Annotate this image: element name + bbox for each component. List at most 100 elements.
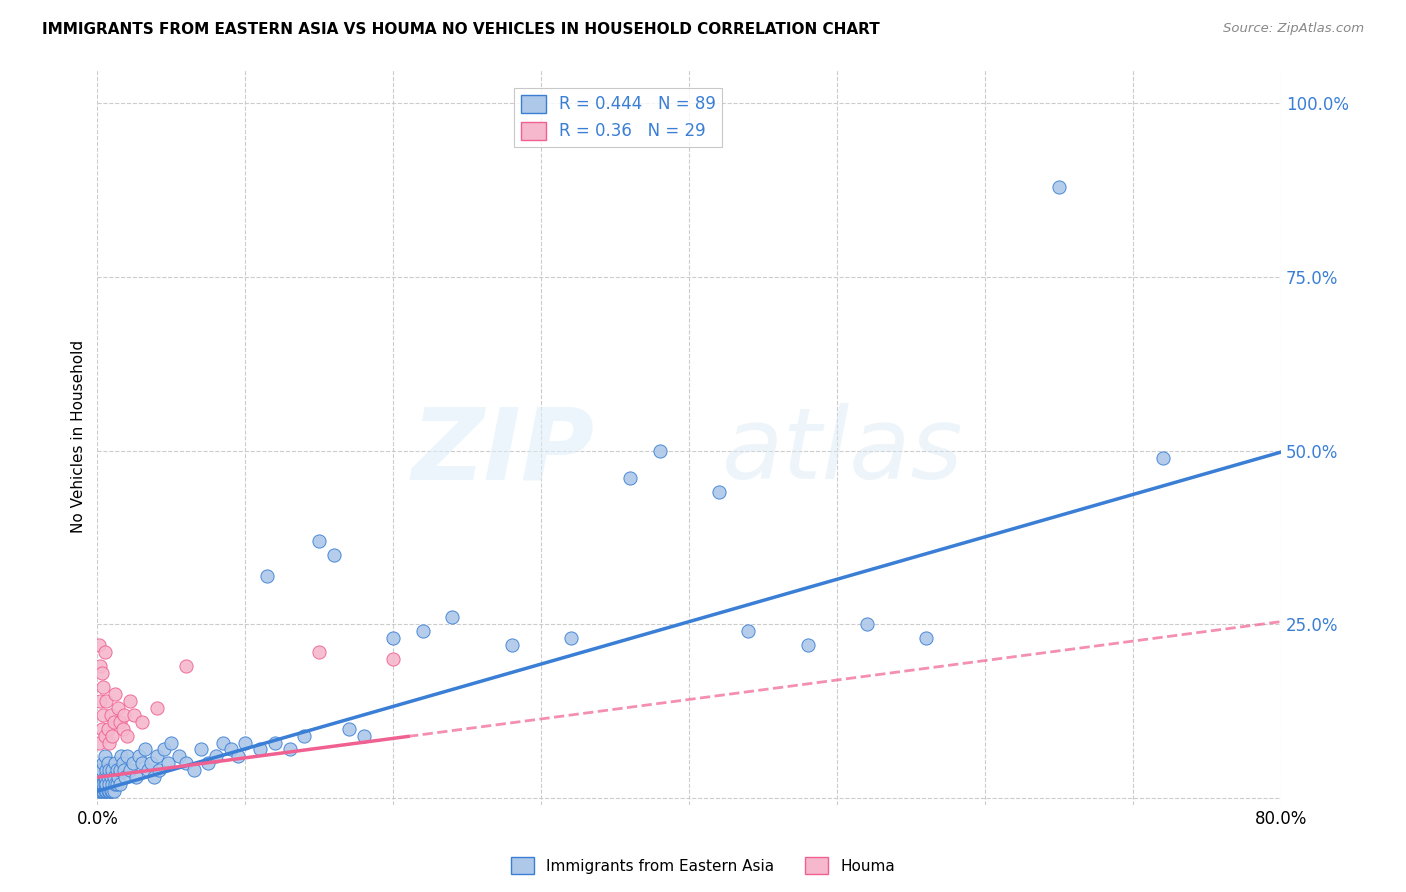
Point bbox=[353, 729, 375, 743]
Point bbox=[124, 707, 146, 722]
Point bbox=[90, 666, 112, 681]
Point bbox=[412, 624, 434, 639]
Point bbox=[1047, 179, 1070, 194]
Point bbox=[94, 777, 117, 791]
Point bbox=[89, 784, 111, 798]
Point bbox=[737, 624, 759, 639]
Point bbox=[104, 687, 127, 701]
Point bbox=[264, 735, 287, 749]
Point bbox=[121, 756, 143, 771]
Point bbox=[294, 729, 316, 743]
Point bbox=[98, 764, 121, 778]
Point bbox=[167, 749, 190, 764]
Point bbox=[98, 784, 121, 798]
Point bbox=[97, 756, 120, 771]
Point bbox=[114, 770, 136, 784]
Point bbox=[87, 638, 110, 652]
Point bbox=[915, 632, 938, 646]
Point bbox=[90, 764, 112, 778]
Point bbox=[91, 756, 114, 771]
Point bbox=[308, 645, 330, 659]
Point bbox=[233, 735, 256, 749]
Text: ZIP: ZIP bbox=[412, 403, 595, 500]
Point bbox=[112, 764, 135, 778]
Point bbox=[101, 777, 124, 791]
Point bbox=[648, 443, 671, 458]
Point bbox=[1152, 450, 1174, 465]
Point bbox=[101, 729, 124, 743]
Point bbox=[136, 764, 159, 778]
Point bbox=[139, 756, 162, 771]
Point bbox=[94, 729, 117, 743]
Point bbox=[190, 742, 212, 756]
Point bbox=[112, 707, 135, 722]
Point bbox=[108, 764, 131, 778]
Point bbox=[108, 714, 131, 729]
Point bbox=[131, 714, 153, 729]
Point bbox=[382, 632, 405, 646]
Point bbox=[104, 756, 127, 771]
Point bbox=[87, 770, 110, 784]
Point bbox=[308, 534, 330, 549]
Point bbox=[91, 777, 114, 791]
Point bbox=[111, 756, 134, 771]
Point bbox=[97, 770, 120, 784]
Point bbox=[256, 568, 278, 582]
Legend: R = 0.444   N = 89, R = 0.36   N = 29: R = 0.444 N = 89, R = 0.36 N = 29 bbox=[513, 88, 723, 147]
Point bbox=[90, 784, 112, 798]
Point bbox=[103, 784, 125, 798]
Point bbox=[707, 485, 730, 500]
Point bbox=[131, 756, 153, 771]
Point bbox=[125, 770, 148, 784]
Point bbox=[382, 652, 405, 666]
Point bbox=[153, 742, 176, 756]
Point bbox=[226, 749, 249, 764]
Point bbox=[145, 749, 167, 764]
Point bbox=[855, 617, 877, 632]
Point bbox=[174, 659, 197, 673]
Point bbox=[796, 638, 818, 652]
Point bbox=[98, 735, 121, 749]
Legend: Immigrants from Eastern Asia, Houma: Immigrants from Eastern Asia, Houma bbox=[505, 851, 901, 880]
Point bbox=[97, 722, 120, 736]
Point bbox=[89, 694, 111, 708]
Point bbox=[110, 749, 132, 764]
Point bbox=[91, 680, 114, 694]
Point bbox=[89, 764, 111, 778]
Point bbox=[204, 749, 226, 764]
Point bbox=[96, 784, 118, 798]
Point bbox=[94, 749, 117, 764]
Text: Source: ZipAtlas.com: Source: ZipAtlas.com bbox=[1223, 22, 1364, 36]
Point bbox=[111, 722, 134, 736]
Point bbox=[160, 735, 183, 749]
Point bbox=[87, 735, 110, 749]
Point bbox=[118, 764, 141, 778]
Point bbox=[89, 659, 111, 673]
Point bbox=[148, 764, 170, 778]
Point bbox=[183, 764, 205, 778]
Point bbox=[174, 756, 197, 771]
Point bbox=[103, 770, 125, 784]
Point bbox=[105, 764, 128, 778]
Point bbox=[105, 777, 128, 791]
Point bbox=[145, 700, 167, 714]
Text: atlas: atlas bbox=[723, 403, 965, 500]
Point bbox=[97, 784, 120, 798]
Point bbox=[91, 707, 114, 722]
Point bbox=[323, 548, 346, 562]
Point bbox=[142, 770, 165, 784]
Point bbox=[619, 471, 641, 485]
Point bbox=[100, 707, 122, 722]
Point bbox=[90, 777, 112, 791]
Point bbox=[337, 722, 360, 736]
Point bbox=[101, 764, 124, 778]
Point bbox=[100, 784, 122, 798]
Point bbox=[96, 694, 118, 708]
Point bbox=[212, 735, 235, 749]
Point bbox=[107, 770, 129, 784]
Point bbox=[101, 784, 124, 798]
Point bbox=[134, 742, 156, 756]
Point bbox=[560, 632, 582, 646]
Point bbox=[115, 749, 138, 764]
Point bbox=[94, 645, 117, 659]
